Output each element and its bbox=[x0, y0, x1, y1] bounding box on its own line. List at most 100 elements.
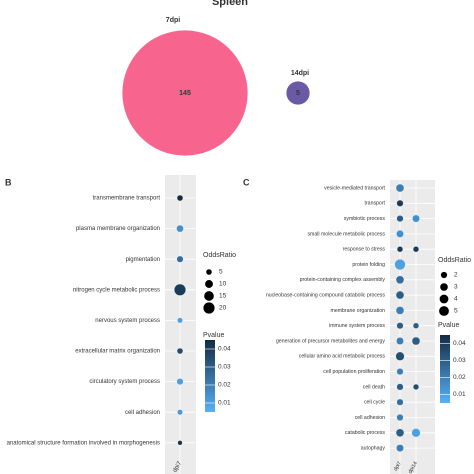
size-legend-label: 20 bbox=[219, 305, 227, 312]
dot bbox=[396, 200, 404, 207]
size-legend-label: 5 bbox=[219, 269, 223, 276]
panel-label: C bbox=[243, 177, 250, 187]
x-tick-label: dpi7 bbox=[172, 460, 183, 473]
y-tick-label: cell cycle bbox=[364, 400, 385, 406]
size-legend-dot bbox=[203, 302, 215, 314]
dot bbox=[396, 337, 404, 345]
size-legend-dot bbox=[204, 291, 214, 301]
y-tick-label: catabolic process bbox=[345, 430, 385, 436]
venn-circle bbox=[286, 81, 310, 105]
y-tick-label: nitrogen cycle metabolic process bbox=[73, 287, 160, 293]
dot bbox=[396, 368, 404, 375]
y-tick-label: pigmentation bbox=[126, 257, 160, 263]
dot bbox=[174, 284, 186, 296]
set-label: 14dpi bbox=[291, 70, 309, 77]
color-legend-title: Pvalue bbox=[203, 332, 225, 339]
y-tick-label: symbiotic process bbox=[344, 216, 386, 222]
dot bbox=[177, 317, 183, 323]
dot bbox=[396, 215, 404, 222]
set-label: 7dpi bbox=[166, 17, 180, 24]
dot bbox=[176, 225, 184, 232]
size-legend-dot bbox=[440, 283, 448, 291]
size-legend-label: 15 bbox=[219, 293, 227, 300]
x-tick-label: dpi14 bbox=[407, 461, 419, 474]
dot bbox=[396, 291, 404, 299]
y-tick-label: cell death bbox=[363, 384, 385, 390]
size-legend-label: 2 bbox=[454, 272, 458, 279]
size-legend-dot bbox=[205, 280, 213, 288]
set-count: 145 bbox=[179, 90, 191, 97]
y-tick-label: protein folding bbox=[352, 262, 385, 268]
y-tick-label: response to stress bbox=[343, 247, 386, 253]
size-legend-dot bbox=[439, 294, 449, 304]
dot bbox=[395, 352, 405, 361]
y-tick-label: generation of precursor metabolites and … bbox=[276, 338, 385, 344]
y-tick-label: plasma membrane organization bbox=[76, 226, 160, 232]
y-tick-label: membrane organization bbox=[331, 308, 386, 314]
plot-panel bbox=[390, 180, 435, 474]
dot bbox=[177, 195, 183, 201]
colorbar-label: 0.04 bbox=[218, 346, 231, 353]
dot bbox=[396, 444, 404, 452]
size-legend-label: 3 bbox=[454, 284, 458, 291]
colorbar-label: 0.01 bbox=[453, 391, 466, 398]
y-tick-label: transmembrane transport bbox=[93, 196, 161, 202]
dot bbox=[396, 184, 404, 192]
venn-circle bbox=[122, 30, 248, 156]
y-tick-label: nucleobase-containing compound catabolic… bbox=[266, 292, 386, 298]
dot bbox=[396, 322, 404, 329]
colorbar-label: 0.01 bbox=[218, 400, 231, 407]
plot-panel bbox=[165, 175, 196, 474]
colorbar-label: 0.03 bbox=[453, 357, 466, 364]
dot bbox=[394, 259, 406, 270]
color-legend-title: Pvalue bbox=[438, 322, 460, 329]
y-tick-label: cell adhesion bbox=[125, 410, 160, 416]
size-legend-dot bbox=[440, 271, 448, 279]
set-count: 5 bbox=[296, 90, 300, 97]
dot bbox=[396, 399, 404, 406]
dot bbox=[413, 246, 419, 252]
colorbar-label: 0.04 bbox=[453, 340, 466, 347]
dot bbox=[396, 414, 404, 421]
dot bbox=[396, 306, 404, 315]
dot bbox=[396, 275, 404, 284]
size-legend-label: 10 bbox=[219, 281, 227, 288]
size-legend-title: OddsRatio bbox=[203, 252, 236, 259]
dot bbox=[177, 440, 183, 445]
colorbar bbox=[205, 340, 215, 412]
y-tick-label: cell population proliferation bbox=[323, 369, 385, 375]
y-tick-label: cellular amino acid metabolic process bbox=[299, 354, 386, 360]
size-legend-label: 5 bbox=[454, 308, 458, 315]
y-tick-label: small molecule metabolic process bbox=[307, 231, 385, 237]
y-tick-label: transport bbox=[365, 201, 386, 207]
dot bbox=[176, 256, 184, 263]
dot bbox=[396, 383, 404, 391]
dot bbox=[177, 348, 183, 354]
y-tick-label: anatomical structure formation involved … bbox=[7, 440, 160, 446]
y-tick-label: extracellular matrix organization bbox=[75, 349, 160, 355]
x-tick-label: dpi7 bbox=[393, 461, 403, 473]
colorbar-label: 0.02 bbox=[453, 374, 466, 381]
dot bbox=[413, 384, 419, 390]
y-tick-label: protein-containing complex assembly bbox=[300, 277, 386, 283]
y-tick-label: autophagy bbox=[361, 445, 386, 451]
dot bbox=[412, 215, 420, 223]
size-legend-dot bbox=[439, 306, 449, 316]
dot bbox=[396, 230, 404, 238]
colorbar-label: 0.03 bbox=[218, 364, 231, 371]
colorbar-label: 0.02 bbox=[218, 382, 231, 389]
y-tick-label: immune system process bbox=[329, 323, 385, 329]
y-tick-label: circulatory system process bbox=[89, 379, 160, 385]
panel-label: B bbox=[5, 177, 12, 187]
colorbar bbox=[440, 335, 450, 403]
dot bbox=[413, 323, 419, 329]
y-tick-label: nervous system process bbox=[95, 318, 160, 324]
size-legend-title: OddsRatio bbox=[438, 257, 471, 264]
dot bbox=[411, 428, 421, 437]
size-legend-dot bbox=[206, 269, 212, 275]
dot bbox=[176, 378, 184, 385]
chart-title: Spleen bbox=[212, 0, 248, 8]
dot bbox=[177, 409, 183, 415]
dot bbox=[397, 246, 403, 252]
